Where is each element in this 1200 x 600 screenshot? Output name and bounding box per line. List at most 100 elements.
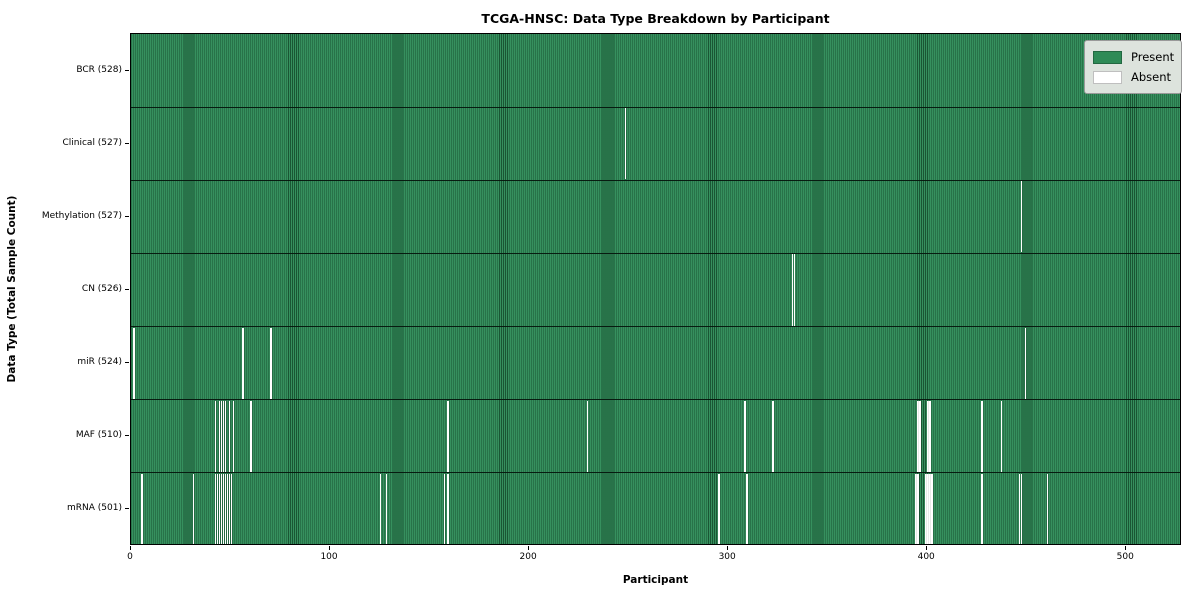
x-tick-mark [727, 546, 729, 550]
absent-mark [232, 400, 235, 472]
legend: Present Absent [1084, 40, 1182, 94]
y-tick-label-bcr: BCR (528) [76, 64, 122, 75]
absent-mark [230, 473, 233, 544]
absent-mark [218, 400, 221, 472]
heatmap-row-mir [131, 327, 1180, 400]
y-tick-mark [125, 362, 129, 364]
absent-mark [1020, 473, 1023, 544]
y-tick-label-mir: miR (524) [77, 357, 122, 368]
legend-label-absent: Absent [1131, 70, 1172, 84]
x-tick-mark [1125, 546, 1127, 550]
heatmap-row-bcr [131, 34, 1180, 107]
absent-mark [222, 400, 225, 472]
absent-mark [443, 473, 446, 544]
absent-mark [1018, 473, 1021, 544]
legend-entry-present: Present [1093, 47, 1175, 67]
absent-swatch-icon [1093, 70, 1122, 84]
absent-mark [624, 108, 627, 180]
absent-mark [1046, 473, 1049, 544]
absent-mark [214, 473, 217, 544]
row-divider [131, 325, 1180, 328]
absent-mark [218, 473, 221, 544]
x-tick-mark [528, 546, 530, 550]
absent-mark [917, 400, 919, 472]
absent-mark [220, 400, 223, 472]
heatmap-row-clinical [131, 107, 1180, 180]
absent-mark [927, 473, 929, 544]
participant-bars-texture [131, 34, 1180, 544]
absent-mark [925, 473, 927, 544]
y-tick-label-clinical: Clinical (527) [62, 137, 122, 148]
absent-mark [140, 473, 143, 544]
absent-mark [385, 473, 388, 544]
absent-mark [226, 473, 229, 544]
heatmap-plot [130, 33, 1181, 545]
absent-mark [220, 473, 223, 544]
absent-mark [447, 400, 450, 472]
y-tick-mark [125, 508, 129, 510]
y-tick-mark [125, 435, 129, 437]
absent-mark [917, 473, 919, 544]
x-tick-label-200: 200 [519, 552, 537, 562]
absent-mark [793, 254, 796, 326]
absent-mark [250, 400, 253, 472]
absent-mark [224, 400, 227, 472]
absent-mark [228, 473, 231, 544]
absent-mark [447, 473, 450, 544]
legend-entry-absent: Absent [1093, 67, 1173, 87]
present-swatch-icon [1093, 50, 1122, 64]
x-tick-mark [130, 546, 131, 550]
absent-mark [222, 473, 225, 544]
row-divider [131, 472, 1180, 474]
absent-mark [214, 400, 217, 472]
heatmap-row-cn [131, 253, 1180, 326]
row-divider [131, 252, 1180, 255]
y-tick-label-cn: CN (526) [81, 284, 122, 294]
y-tick-label-maf: MAF (510) [75, 430, 122, 441]
absent-mark [931, 473, 933, 544]
absent-mark [746, 473, 748, 544]
absent-mark [919, 400, 921, 472]
absent-mark [1000, 400, 1003, 472]
x-axis-label: Participant [622, 574, 689, 586]
x-tick-label-400: 400 [917, 552, 935, 562]
absent-mark [224, 473, 227, 544]
legend-label-present: Present [1131, 50, 1175, 64]
x-tick-label-0: 0 [127, 552, 133, 562]
absent-mark [929, 400, 931, 472]
absent-mark [744, 400, 746, 472]
heatmap-row-maf [131, 400, 1180, 473]
row-divider [131, 179, 1180, 181]
row-divider [131, 399, 1180, 401]
heatmap-row-methylation [131, 180, 1180, 253]
absent-mark [1024, 327, 1027, 399]
x-tick-label-500: 500 [1116, 552, 1134, 562]
absent-mark [791, 254, 794, 326]
absent-mark [228, 400, 231, 472]
absent-mark [718, 473, 720, 544]
absent-mark [927, 400, 929, 472]
heatmap-row-mrna [131, 473, 1180, 544]
x-tick-mark [329, 546, 331, 550]
y-tick-mark [125, 142, 129, 144]
y-tick-label-methylation: Methylation (527) [41, 210, 122, 221]
chart-title: TCGA-HNSC: Data Type Breakdown by Partic… [481, 11, 830, 26]
y-tick-mark [125, 215, 129, 217]
absent-mark [915, 473, 917, 544]
absent-mark [216, 473, 219, 544]
absent-mark [242, 327, 245, 399]
absent-mark [586, 400, 589, 472]
absent-mark [980, 473, 983, 544]
y-tick-label-mrna: mRNA (501) [67, 503, 122, 514]
y-axis-label: Data Type (Total Sample Count) [6, 195, 18, 383]
absent-mark [1020, 181, 1023, 253]
absent-mark [132, 327, 135, 399]
absent-mark [379, 473, 382, 544]
y-tick-mark [125, 69, 129, 71]
absent-mark [980, 400, 983, 472]
absent-mark [192, 473, 195, 544]
absent-mark [929, 473, 931, 544]
y-tick-mark [125, 289, 129, 290]
absent-mark [771, 400, 774, 472]
x-tick-label-300: 300 [718, 552, 736, 562]
